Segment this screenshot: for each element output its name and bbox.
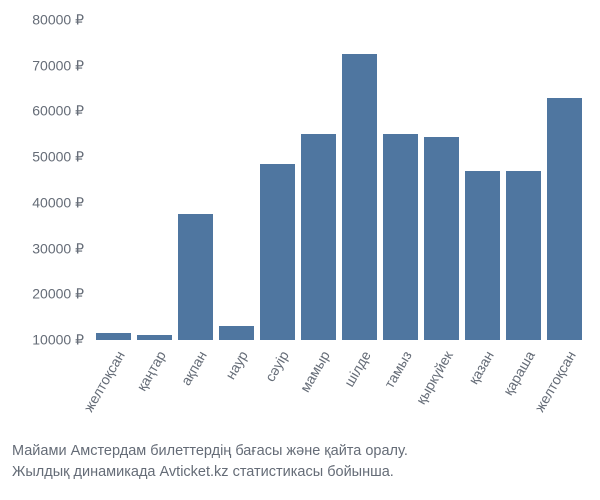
x-label-slot: сәуір: [260, 344, 295, 434]
x-tick-label: қыркүйек: [412, 348, 455, 407]
price-bar-chart: 10000 ₽20000 ₽30000 ₽40000 ₽50000 ₽60000…: [12, 20, 588, 340]
y-tick-label: 50000 ₽: [32, 149, 84, 166]
x-label-slot: мамыр: [301, 344, 336, 434]
bar: [219, 326, 254, 340]
bars-container: [90, 20, 588, 340]
x-tick-label: қазан: [465, 348, 497, 387]
x-tick-label: ақпан: [177, 348, 209, 388]
x-label-slot: қараша: [506, 344, 541, 434]
bar: [424, 137, 459, 340]
y-axis: 10000 ₽20000 ₽30000 ₽40000 ₽50000 ₽60000…: [12, 20, 90, 340]
x-tick-label: қараша: [499, 348, 537, 398]
y-tick-label: 10000 ₽: [32, 332, 84, 349]
x-label-slot: желтоқсан: [547, 344, 582, 434]
x-tick-label: қаңтар: [133, 348, 169, 394]
caption-line-1: Майами Амстердам билеттердің бағасы және…: [12, 443, 408, 459]
y-tick-label: 60000 ₽: [32, 103, 84, 120]
x-tick-label: наур: [222, 348, 251, 382]
y-tick-label: 80000 ₽: [32, 12, 84, 29]
bar: [547, 98, 582, 340]
y-tick-label: 70000 ₽: [32, 57, 84, 74]
x-label-slot: шілде: [342, 344, 377, 434]
bar: [137, 335, 172, 340]
x-axis-labels: желтоқсанқаңтарақпаннаурсәуірмамыршілдет…: [90, 344, 588, 434]
x-label-slot: наур: [219, 344, 254, 434]
caption-line-2: Жылдық динамикада Avticket.kz статистика…: [12, 464, 394, 480]
x-label-slot: қазан: [465, 344, 500, 434]
x-tick-label: сәуір: [261, 348, 291, 384]
x-label-slot: қаңтар: [137, 344, 172, 434]
chart-caption: Майами Амстердам билеттердің бағасы және…: [12, 441, 596, 482]
bar: [178, 214, 213, 340]
y-tick-label: 30000 ₽: [32, 240, 84, 257]
x-label-slot: тамыз: [383, 344, 418, 434]
x-tick-label: тамыз: [380, 348, 414, 391]
bar: [342, 54, 377, 340]
x-label-slot: желтоқсан: [96, 344, 131, 434]
bar: [506, 171, 541, 340]
x-tick-label: мамыр: [296, 348, 332, 395]
y-tick-label: 20000 ₽: [32, 286, 84, 303]
x-tick-label: шілде: [340, 348, 373, 389]
x-tick-label: желтоқсан: [80, 348, 128, 414]
x-label-slot: ақпан: [178, 344, 213, 434]
plot-area: [90, 20, 588, 340]
bar: [301, 134, 336, 340]
bar: [260, 164, 295, 340]
y-tick-label: 40000 ₽: [32, 194, 84, 211]
bar: [383, 134, 418, 340]
bar: [465, 171, 500, 340]
bar: [96, 333, 131, 340]
x-label-slot: қыркүйек: [424, 344, 459, 434]
